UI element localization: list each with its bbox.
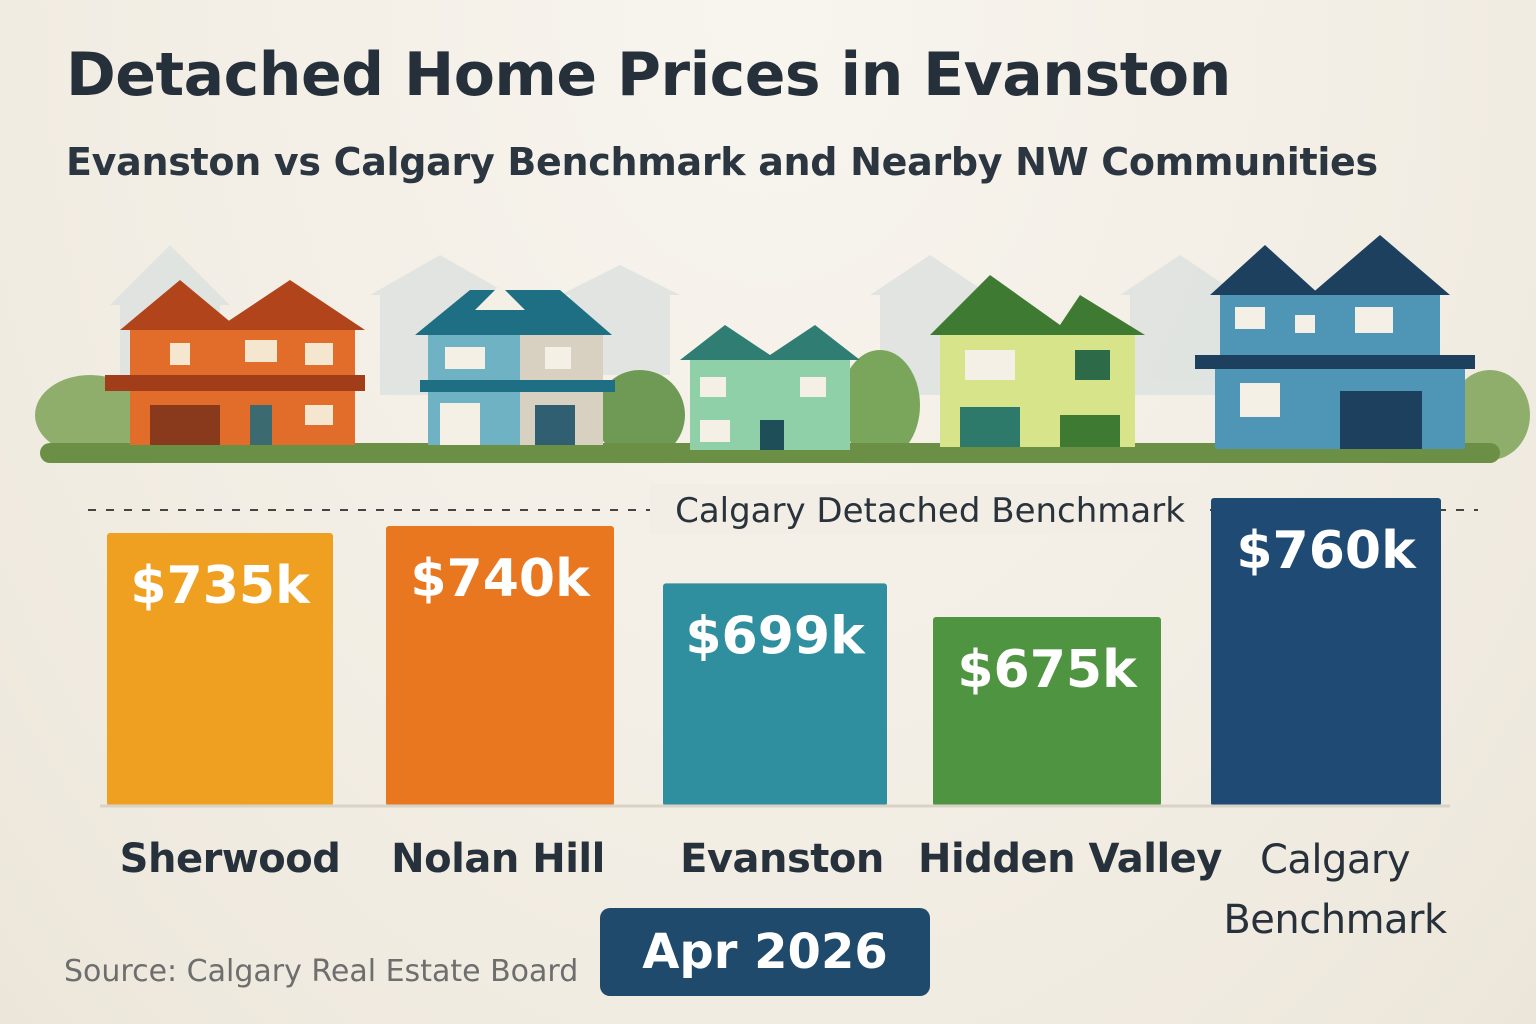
houses-illustration [35, 235, 1530, 463]
data-label-sherwood: $735k [130, 556, 311, 616]
benchmark-label-background [650, 484, 1210, 534]
category-label-sherwood: Sherwood [119, 836, 341, 882]
bar-chart: Calgary Detached Benchmark $735k $740k $69… [88, 484, 1478, 808]
chart-title: Detached Home Prices in Evanston [66, 40, 1231, 110]
chart-subtitle: Evanston vs Calgary Benchmark and Nearby… [66, 140, 1378, 184]
data-label-nolan-hill: $740k [410, 549, 591, 609]
bar-evanston [663, 583, 887, 806]
house-blue [415, 285, 615, 445]
data-label-evanston: $699k [685, 606, 866, 666]
house-green [680, 325, 860, 450]
bar-hidden-valley [933, 617, 1161, 806]
category-label-nolan-hill: Nolan Hill [391, 836, 605, 882]
benchmark-label: Calgary Detached Benchmark [675, 491, 1185, 531]
house-lime [930, 275, 1145, 447]
bar-nolan-hill [386, 526, 614, 806]
bar-calgary-benchmark [1211, 498, 1441, 806]
period-badge: Apr 2026 [600, 908, 930, 996]
ground-shrubs [35, 350, 1530, 463]
data-label-hidden-valley: $675k [957, 640, 1138, 700]
house-navy [1195, 235, 1475, 449]
category-label-hidden-valley: Hidden Valley [918, 836, 1222, 882]
category-label-calgary-benchmark: Calgary Benchmark [1223, 837, 1447, 943]
category-label-evanston: Evanston [680, 836, 884, 882]
bars-group: $735k $740k $699k $675k $760k [107, 498, 1441, 806]
house-orange [105, 280, 365, 445]
source-note: Source: Calgary Real Estate Board [64, 954, 579, 989]
bar-sherwood [107, 533, 333, 806]
data-label-calgary-benchmark: $760k [1236, 521, 1417, 581]
